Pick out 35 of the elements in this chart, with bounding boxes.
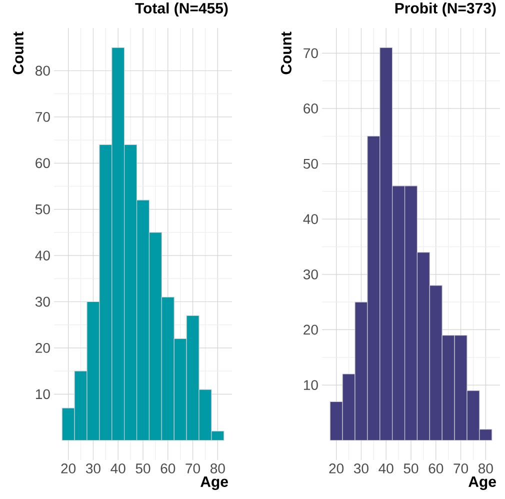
y-tick-label: 10 bbox=[304, 380, 318, 390]
y-tick-label: 70 bbox=[304, 48, 318, 58]
x-tick-label: 20 bbox=[329, 464, 344, 474]
x-tick-label: 60 bbox=[160, 464, 176, 474]
x-axis-title: Age bbox=[200, 476, 228, 490]
y-tick-label: 80 bbox=[36, 66, 50, 76]
chart-title: Probit (N=373) bbox=[395, 2, 496, 16]
x-tick-label: 80 bbox=[210, 464, 225, 474]
x-tick-label: 80 bbox=[478, 464, 493, 474]
y-tick-label: 20 bbox=[36, 342, 50, 353]
y-tick-label: 40 bbox=[303, 214, 318, 224]
y-tick-label: 50 bbox=[35, 204, 50, 214]
chart-title: Total (N=455) bbox=[135, 2, 228, 16]
x-tick-label: 70 bbox=[454, 464, 468, 474]
y-tick-label: 70 bbox=[36, 112, 50, 122]
x-axis-title: Age bbox=[468, 476, 496, 490]
x-tick-label: 20 bbox=[61, 464, 76, 474]
y-tick-label: 20 bbox=[304, 324, 318, 335]
x-tick-label: 60 bbox=[428, 464, 444, 474]
y-tick-label: 10 bbox=[36, 389, 50, 400]
x-tick-label: 40 bbox=[378, 464, 394, 474]
y-axis-title: Count bbox=[280, 32, 292, 74]
x-tick-label: 30 bbox=[354, 464, 368, 474]
y-tick-label: 30 bbox=[35, 296, 50, 307]
x-tick-label: 30 bbox=[86, 464, 100, 474]
y-tick-label: 60 bbox=[36, 158, 50, 168]
x-tick-label: 50 bbox=[136, 464, 150, 474]
x-tick-label: 50 bbox=[404, 464, 418, 474]
y-tick-label: 50 bbox=[303, 158, 318, 169]
x-tick-label: 40 bbox=[110, 464, 126, 474]
y-tick-label: 60 bbox=[304, 104, 318, 114]
x-tick-label: 70 bbox=[186, 464, 200, 474]
y-tick-label: 40 bbox=[35, 250, 50, 261]
y-axis-title: Count bbox=[12, 32, 24, 74]
y-tick-label: 30 bbox=[303, 269, 318, 280]
